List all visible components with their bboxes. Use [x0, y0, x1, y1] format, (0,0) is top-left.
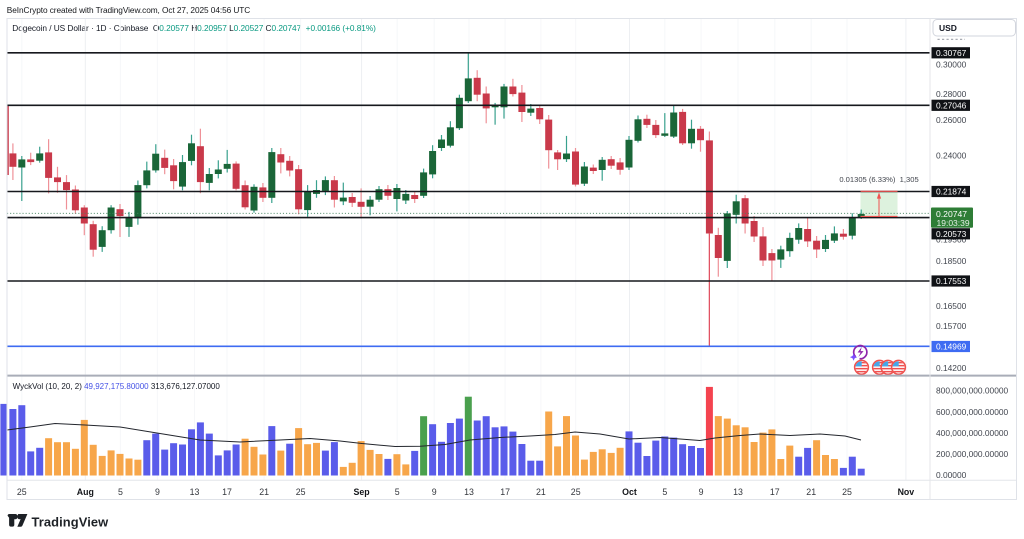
svg-text:0.30000: 0.30000 — [936, 60, 967, 70]
svg-text:0.01305 (6.33%) 1,305: 0.01305 (6.33%) 1,305 — [839, 175, 918, 184]
svg-text:5: 5 — [662, 487, 667, 497]
svg-text:25: 25 — [296, 487, 306, 497]
svg-text:0.14200: 0.14200 — [936, 363, 967, 373]
svg-text:25: 25 — [17, 487, 27, 497]
svg-text:13: 13 — [190, 487, 200, 497]
svg-text:0.27046: 0.27046 — [936, 101, 967, 111]
svg-text:0.30767: 0.30767 — [936, 48, 967, 58]
svg-text:0.18500: 0.18500 — [936, 256, 967, 266]
svg-text:400,000,000.00000: 400,000,000.00000 — [936, 428, 1009, 438]
svg-text:Sep: Sep — [354, 487, 371, 497]
svg-text:17: 17 — [222, 487, 232, 497]
svg-text:9: 9 — [699, 487, 704, 497]
svg-text:21: 21 — [806, 487, 816, 497]
svg-text:25: 25 — [571, 487, 581, 497]
svg-text:600,000,000.00000: 600,000,000.00000 — [936, 407, 1009, 417]
svg-text:13: 13 — [464, 487, 474, 497]
svg-text:9: 9 — [155, 487, 160, 497]
svg-text:0.28000: 0.28000 — [936, 89, 967, 99]
svg-text:19:03:39: 19:03:39 — [937, 218, 970, 228]
svg-text:Oct: Oct — [622, 487, 637, 497]
svg-text:17: 17 — [500, 487, 510, 497]
svg-text:WyckVol (10, 20, 2) 49,927,175: WyckVol (10, 20, 2) 49,927,175.80000 313… — [13, 382, 221, 391]
svg-text:0.19500: 0.19500 — [936, 235, 967, 245]
svg-text:0.26000: 0.26000 — [936, 115, 967, 125]
svg-text:0.24000: 0.24000 — [936, 151, 967, 161]
svg-text:0.20573: 0.20573 — [936, 229, 967, 239]
svg-text:Aug: Aug — [77, 487, 94, 497]
svg-text:800,000,000.00000: 800,000,000.00000 — [936, 386, 1009, 396]
svg-text:0.14969: 0.14969 — [936, 342, 967, 352]
svg-text:21: 21 — [259, 487, 269, 497]
svg-text:Nov: Nov — [898, 487, 915, 497]
svg-text:0.16500: 0.16500 — [936, 301, 967, 311]
svg-text:200,000,000.00000: 200,000,000.00000 — [936, 449, 1009, 459]
svg-text:USD: USD — [939, 23, 957, 33]
svg-text:13: 13 — [733, 487, 743, 497]
svg-text:25: 25 — [842, 487, 852, 497]
svg-text:0.00000: 0.00000 — [936, 470, 967, 480]
svg-text:17: 17 — [770, 487, 780, 497]
svg-text:0.21874: 0.21874 — [936, 187, 967, 197]
svg-text:5: 5 — [118, 487, 123, 497]
svg-text:5: 5 — [395, 487, 400, 497]
svg-text:0.20747: 0.20747 — [936, 209, 967, 219]
svg-text:21: 21 — [536, 487, 546, 497]
svg-text:9: 9 — [432, 487, 437, 497]
svg-text:0.17553: 0.17553 — [936, 276, 967, 286]
svg-text:TradingView: TradingView — [32, 514, 110, 529]
svg-text:0.15700: 0.15700 — [936, 321, 967, 331]
